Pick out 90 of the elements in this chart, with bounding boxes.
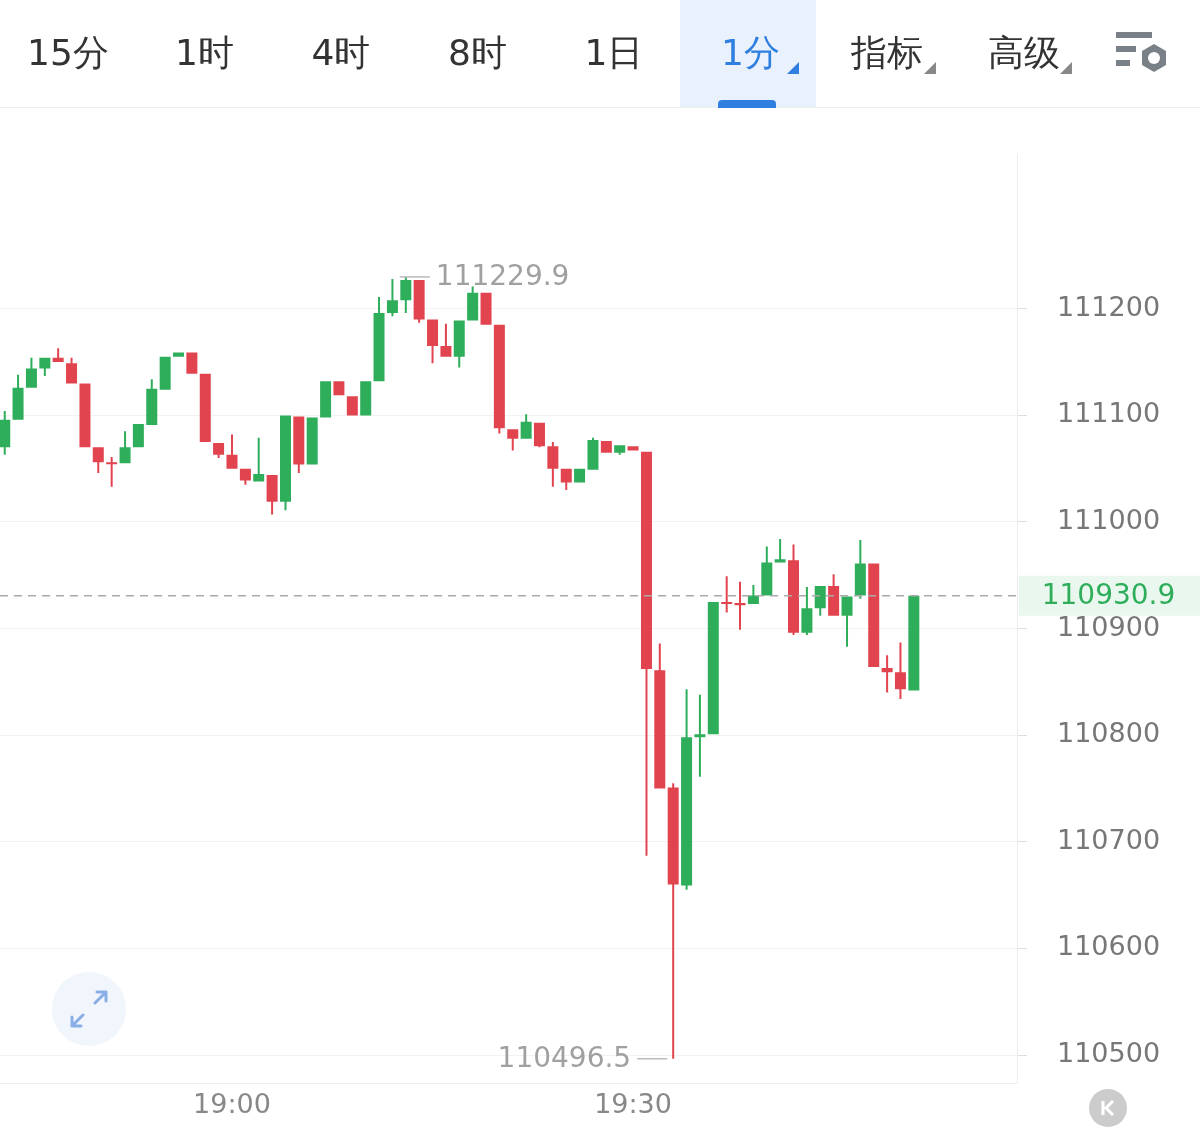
candlestick — [386, 278, 398, 317]
candlestick — [694, 694, 706, 777]
candlestick — [253, 437, 265, 482]
text: 15分 — [27, 32, 109, 73]
candlestick — [320, 381, 332, 418]
candlestick — [721, 576, 733, 613]
text: 1时 — [175, 32, 234, 73]
candlestick — [560, 468, 572, 491]
candlestick — [346, 396, 358, 416]
candlestick — [547, 442, 559, 487]
candlestick — [520, 414, 532, 439]
candlestick — [0, 411, 11, 455]
candlestick — [828, 574, 840, 616]
y-tick-label: 110500 — [1057, 1037, 1161, 1069]
text: 4时 — [311, 32, 371, 73]
y-tick-label: 111100 — [1057, 397, 1161, 429]
candlestick — [360, 381, 372, 416]
candlestick — [640, 451, 652, 856]
candlestick — [106, 456, 118, 487]
candlestick — [574, 468, 586, 483]
candlestick — [293, 416, 305, 473]
candlestick — [132, 423, 144, 448]
candlestick — [734, 581, 746, 630]
candlestick — [761, 546, 773, 596]
candlestick — [226, 434, 238, 469]
candlestick — [266, 475, 278, 515]
candlestick — [213, 443, 225, 459]
candlestick — [480, 292, 492, 325]
text: 高级 — [987, 32, 1060, 73]
candlestick — [627, 446, 639, 451]
y-tick-label: 110700 — [1057, 823, 1161, 855]
candlestick — [79, 383, 91, 448]
ref-line-label: 110930.9 — [1041, 577, 1176, 611]
candlestick — [172, 352, 184, 357]
candlestick — [654, 643, 666, 789]
candlestick — [453, 320, 465, 368]
candlestick — [373, 297, 385, 382]
candlestick — [12, 374, 24, 420]
x-tick-label: 19:00 — [193, 1088, 271, 1120]
candlestick — [707, 601, 719, 735]
annotation: 111229.9 — [435, 259, 570, 293]
candlestick — [533, 422, 545, 448]
candlestick — [774, 539, 786, 563]
y-tick-label: 111200 — [1057, 290, 1161, 322]
y-tick-label: 110800 — [1057, 717, 1161, 749]
candlestick — [186, 352, 198, 374]
candlestick — [814, 585, 826, 616]
candlestick — [801, 587, 813, 635]
candlestick — [908, 595, 920, 691]
candlestick — [881, 655, 893, 693]
text: 指标 — [851, 32, 923, 73]
y-tick-label: 110600 — [1057, 930, 1161, 962]
candlestick — [600, 440, 612, 453]
candlestick — [39, 357, 51, 376]
candlestick — [868, 563, 880, 667]
candlestick — [66, 357, 78, 384]
candlestick — [854, 540, 866, 599]
y-tick-label: 111000 — [1057, 504, 1161, 535]
candlestick — [587, 437, 599, 470]
candlestick — [440, 323, 452, 357]
candlestick — [25, 357, 37, 388]
candlestick — [614, 445, 626, 455]
candlestick — [841, 596, 853, 647]
candlestick — [146, 379, 158, 425]
candlestick — [413, 279, 425, 323]
candlestick — [199, 373, 211, 443]
candlestick — [894, 642, 906, 699]
candlestick — [467, 286, 479, 321]
annotation: 110496.5 — [497, 1041, 632, 1075]
candlestick — [333, 381, 345, 396]
candlestick — [239, 468, 251, 485]
candlestick — [507, 429, 519, 451]
x-tick-label: 19:30 — [594, 1088, 672, 1120]
text: 1日 — [584, 32, 644, 73]
candlestick — [493, 324, 505, 434]
candlestick — [427, 319, 439, 364]
candlestick — [788, 544, 800, 635]
candlestick — [52, 348, 64, 363]
candlestick — [747, 584, 759, 605]
candlestick — [159, 356, 171, 390]
y-tick-label: 110900 — [1057, 610, 1161, 642]
candlestick — [400, 276, 412, 314]
candlestick — [306, 417, 318, 465]
candlestick — [280, 415, 291, 511]
candlestick — [119, 431, 131, 464]
candlestick — [92, 447, 104, 473]
text: 1分 — [721, 32, 780, 73]
candlestick — [667, 783, 679, 1059]
candlestick — [681, 689, 693, 890]
text: 8时 — [448, 32, 507, 73]
